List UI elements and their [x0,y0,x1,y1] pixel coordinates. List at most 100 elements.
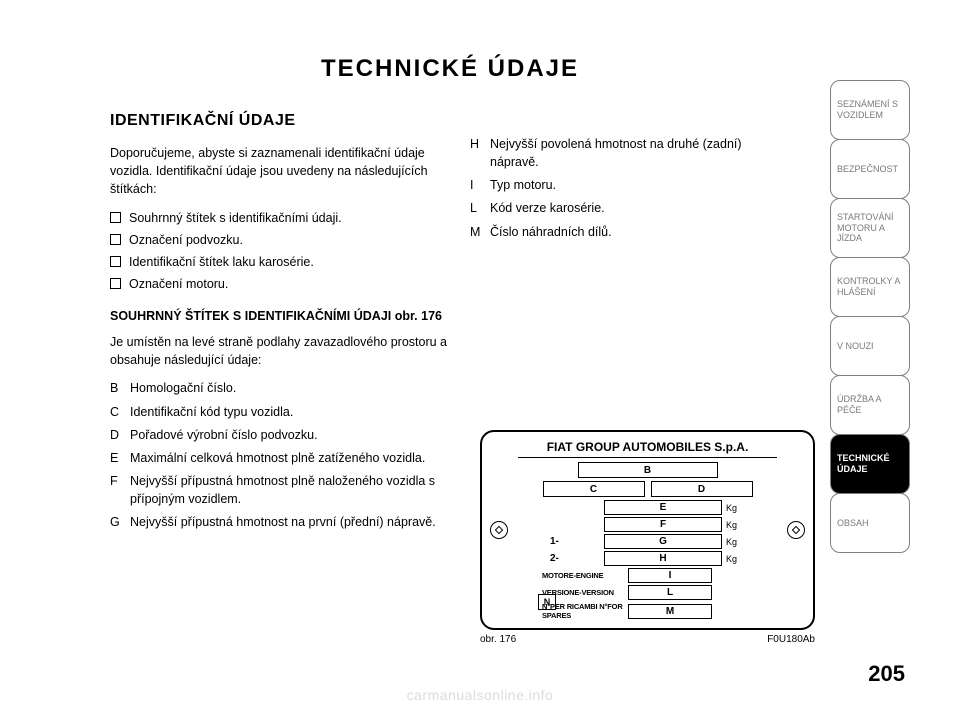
left-column: IDENTIFIKAČNÍ ÚDAJE Doporučujeme, abyste… [110,101,470,536]
definition-row: HNejvyšší povolená hmotnost na druhé (za… [470,135,770,171]
definition-row: CIdentifikační kód typu vozidla. [110,403,450,421]
plate-cell-d: D [651,481,753,497]
definition-key: F [110,472,130,508]
plate-small-label: MOTORE-ENGINE [542,571,628,580]
figure-number: obr. 176 [480,634,516,645]
page: TECHNICKÉ ÚDAJE IDENTIFIKAČNÍ ÚDAJE Dopo… [0,0,960,709]
definition-row: BHomologační číslo. [110,379,450,397]
plate-kg-block: EKg FKg 1-GKg 2-HKg [550,500,777,566]
bullet-text: Označení motoru. [129,275,450,293]
bullet-item: Identifikační štítek laku karosérie. [110,253,450,271]
plate-label-cell: M [628,604,712,619]
definition-value: Maximální celková hmotnost plně zatížené… [130,449,450,467]
definition-value: Identifikační kód typu vozidla. [130,403,450,421]
intro-paragraph: Doporučujeme, abyste si zaznamenali iden… [110,144,450,198]
tab-obsah[interactable]: OBSAH [830,493,910,553]
tab-label: TECHNICKÉ ÚDAJE [837,453,903,475]
watermark: carmanualsonline.info [407,687,554,703]
plate-label-cell: L [628,585,712,600]
definition-list-left: BHomologační číslo. CIdentifikační kód t… [110,379,450,531]
definition-key: L [470,199,490,217]
plate-kg-row: FKg [550,517,777,532]
definition-key: D [110,426,130,444]
tab-label: ÚDRŽBA A PÉČE [837,394,903,416]
kg-unit: Kg [722,503,756,513]
plate-inner: FIAT GROUP AUTOMOBILES S.p.A. B C D EKg … [518,440,777,620]
tab-label: KONTROLKY A HLÁŠENÍ [837,276,903,298]
sidebar-tabs: SEZNÁMENÍ S VOZIDLEM BEZPEČNOST STARTOVÁ… [830,80,910,552]
kg-cell: H [604,551,722,566]
definition-value: Homologační číslo. [130,379,450,397]
bullet-item: Souhrnný štítek s identifikačními údaji. [110,209,450,227]
plate-label-cell: I [628,568,712,583]
tab-label: STARTOVÁNÍ MOTORU A JÍZDA [837,212,903,244]
definition-key: B [110,379,130,397]
tab-technicke-udaje[interactable]: TECHNICKÉ ÚDAJE [830,434,910,494]
definition-row: MČíslo náhradních dílů. [470,223,770,241]
definition-key: H [470,135,490,171]
square-bullet-icon [110,212,121,223]
plate-header: FIAT GROUP AUTOMOBILES S.p.A. [518,440,777,458]
definition-row: FNejvyšší přípustná hmotnost plně nalože… [110,472,450,508]
square-bullet-icon [110,278,121,289]
definition-list-right: HNejvyšší povolená hmotnost na druhé (za… [470,135,770,241]
kg-left: 1- [550,536,604,547]
tab-label: V NOUZI [837,341,874,352]
plate-label-row: VERSIONE-VERSIONL [542,585,777,600]
definition-key: I [470,176,490,194]
definition-key: E [110,449,130,467]
definition-row: LKód verze karosérie. [470,199,770,217]
tab-kontrolky[interactable]: KONTROLKY A HLÁŠENÍ [830,257,910,317]
rivet-icon [787,521,805,539]
bullet-text: Identifikační štítek laku karosérie. [129,253,450,271]
sub-intro-paragraph: Je umístěn na levé straně podlahy zavaza… [110,333,450,369]
rivet-icon [490,521,508,539]
sub-heading: SOUHRNNÝ ŠTÍTEK S IDENTIFIKAČNÍMI ÚDAJI … [110,307,450,325]
square-bullet-icon [110,234,121,245]
definition-key: G [110,513,130,531]
data-plate-figure: FIAT GROUP AUTOMOBILES S.p.A. B C D EKg … [480,430,815,645]
bullet-text: Označení podvozku. [129,231,450,249]
plate-label-row: MOTORE-ENGINEI [542,568,777,583]
page-title: TECHNICKÉ ÚDAJE [0,0,960,101]
plate-row-cd: C D [518,481,777,497]
definition-value: Nejvyšší přípustná hmotnost plně naložen… [130,472,450,508]
definition-value: Pořadové výrobní číslo podvozku. [130,426,450,444]
plate-caption: obr. 176 F0U180Ab [480,634,815,645]
section-heading: IDENTIFIKAČNÍ ÚDAJE [110,109,450,132]
tab-udrzba[interactable]: ÚDRŽBA A PÉČE [830,375,910,435]
tab-label: BEZPEČNOST [837,164,898,175]
plate-cell-b: B [578,462,718,478]
plate-label-block: N MOTORE-ENGINEI VERSIONE-VERSIONL N°PER… [542,568,777,620]
square-bullet-icon [110,256,121,267]
tab-startovani[interactable]: STARTOVÁNÍ MOTORU A JÍZDA [830,198,910,258]
plate-cell-c: C [543,481,645,497]
definition-value: Typ motoru. [490,176,770,194]
definition-row: GNejvyšší přípustná hmotnost na první (p… [110,513,450,531]
bullet-list: Souhrnný štítek s identifikačními údaji.… [110,209,450,294]
definition-value: Nejvyšší přípustná hmotnost na první (př… [130,513,450,531]
definition-key: M [470,223,490,241]
plate-kg-row: 2-HKg [550,551,777,566]
definition-value: Kód verze karosérie. [490,199,770,217]
bullet-item: Označení podvozku. [110,231,450,249]
plate-row-b: B [578,462,718,478]
kg-unit: Kg [722,554,756,564]
kg-unit: Kg [722,537,756,547]
definition-key: C [110,403,130,421]
figure-code: F0U180Ab [767,634,815,645]
kg-cell: E [604,500,722,515]
kg-cell: G [604,534,722,549]
tab-seznameni[interactable]: SEZNÁMENÍ S VOZIDLEM [830,80,910,140]
kg-unit: Kg [722,520,756,530]
tab-v-nouzi[interactable]: V NOUZI [830,316,910,376]
data-plate: FIAT GROUP AUTOMOBILES S.p.A. B C D EKg … [480,430,815,630]
definition-value: Číslo náhradních dílů. [490,223,770,241]
tab-bezpecnost[interactable]: BEZPEČNOST [830,139,910,199]
bullet-item: Označení motoru. [110,275,450,293]
plate-n-box: N [538,594,556,610]
kg-left: 2- [550,553,604,564]
tab-label: SEZNÁMENÍ S VOZIDLEM [837,99,903,121]
definition-value: Nejvyšší povolená hmotnost na druhé (zad… [490,135,770,171]
plate-kg-row: EKg [550,500,777,515]
